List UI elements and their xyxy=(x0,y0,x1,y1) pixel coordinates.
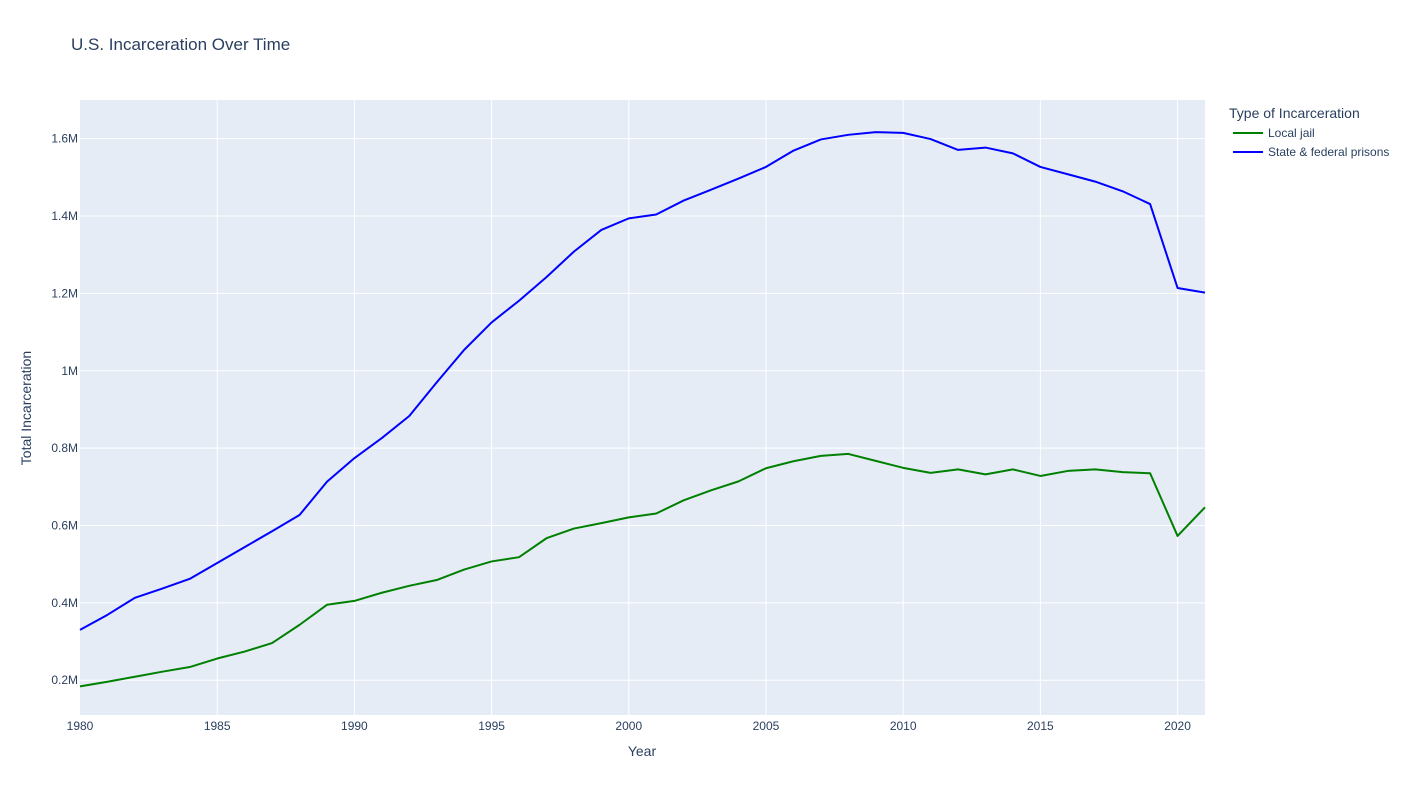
series-line-state-federal-prisons xyxy=(79,131,1206,631)
series-layer xyxy=(79,131,1206,688)
x-tick-label: 1980 xyxy=(67,719,94,733)
plot-background xyxy=(80,100,1205,715)
y-tick-label: 1M xyxy=(61,364,78,378)
legend: Type of Incarceration Local jail State & … xyxy=(1229,105,1389,159)
x-tick-label: 1985 xyxy=(204,719,231,733)
x-axis-ticks: 1980 1985 1990 1995 2000 2005 2010 2015 2020 xyxy=(67,719,1192,733)
y-tick-label: 1.6M xyxy=(51,132,78,146)
x-tick-label: 2020 xyxy=(1164,719,1191,733)
x-tick-label: 2000 xyxy=(615,719,642,733)
x-axis-label: Year xyxy=(628,743,657,759)
y-axis-ticks: 0.2M 0.4M 0.6M 0.8M 1M 1.2M 1.4M 1.6M xyxy=(51,132,78,688)
x-tick-label: 2010 xyxy=(890,719,917,733)
y-tick-label: 0.8M xyxy=(51,441,78,455)
legend-label: State & federal prisons xyxy=(1268,145,1389,159)
series-line-local-jail xyxy=(79,452,1206,688)
y-tick-label: 0.6M xyxy=(51,518,78,532)
y-tick-label: 0.2M xyxy=(51,673,78,687)
y-tick-label: 0.4M xyxy=(51,596,78,610)
x-gridlines xyxy=(216,100,1179,715)
chart-title: U.S. Incarceration Over Time xyxy=(71,35,290,54)
x-tick-label: 1995 xyxy=(478,719,505,733)
x-tick-label: 1990 xyxy=(341,719,368,733)
x-tick-label: 2005 xyxy=(753,719,780,733)
y-tick-label: 1.2M xyxy=(51,286,78,300)
y-gridlines xyxy=(80,138,1205,681)
y-tick-label: 1.4M xyxy=(51,209,78,223)
legend-title: Type of Incarceration xyxy=(1229,105,1360,121)
legend-items: Local jail State & federal prisons xyxy=(1233,126,1389,159)
y-axis-label: Total Incarceration xyxy=(18,351,34,465)
legend-label: Local jail xyxy=(1268,126,1315,140)
x-tick-label: 2015 xyxy=(1027,719,1054,733)
